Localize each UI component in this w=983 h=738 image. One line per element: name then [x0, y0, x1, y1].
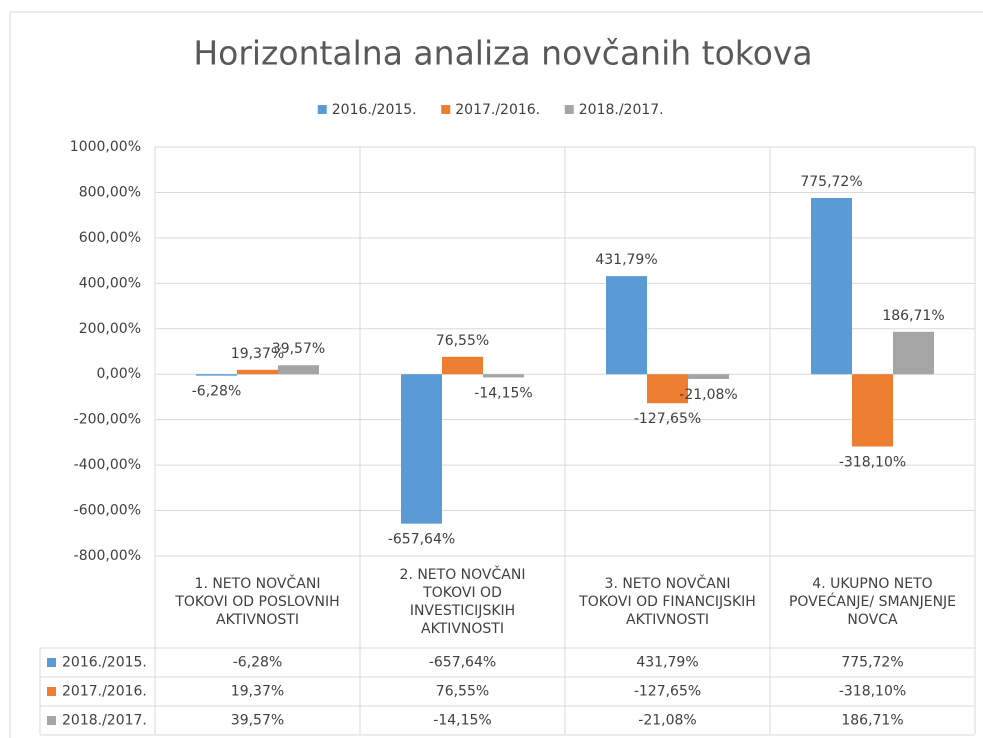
- bar: [483, 374, 524, 378]
- legend-label: 2018./2017.: [579, 102, 664, 118]
- data-label: 186,71%: [882, 308, 944, 324]
- category-label: 4. UKUPNO NETO POVEĆANJE/ SMANJENJE NOVC…: [788, 576, 957, 628]
- data-label: -14,15%: [474, 385, 532, 401]
- data-label: -6,28%: [192, 384, 242, 400]
- bar: [893, 331, 934, 375]
- table-row-label: 2018./2017.: [62, 713, 147, 729]
- table-cell: 19,37%: [231, 684, 284, 700]
- legend-swatch: [317, 105, 327, 114]
- table-cell: 775,72%: [841, 655, 903, 671]
- y-tick-label: 400,00%: [79, 275, 141, 291]
- table-cell: -318,10%: [839, 684, 906, 700]
- legend-swatch: [564, 105, 574, 114]
- category-label: 1. NETO NOVČANI TOKOVI OD POSLOVNIH AKTI…: [175, 576, 340, 628]
- table-cell: -14,15%: [433, 713, 491, 729]
- bar: [606, 276, 647, 375]
- chart-title: Horizontalna analiza novčanih tokova: [193, 34, 812, 73]
- table-legend-swatch: [47, 687, 56, 696]
- legend-label: 2017./2016.: [455, 102, 540, 118]
- bar: [401, 374, 442, 524]
- table-cell: -657,64%: [429, 655, 496, 671]
- table-row-label: 2017./2016.: [62, 684, 147, 700]
- y-tick-label: 200,00%: [79, 321, 141, 337]
- legend-swatch: [441, 105, 451, 114]
- data-label: 431,79%: [595, 252, 657, 268]
- data-label: -657,64%: [388, 532, 455, 548]
- table-cell: 76,55%: [436, 684, 489, 700]
- bar: [688, 374, 729, 380]
- table-cell: -6,28%: [233, 655, 283, 671]
- bar: [196, 374, 237, 376]
- category-label: 2. NETO NOVČANI TOKOVI OD INVESTICIJSKIH…: [399, 567, 526, 637]
- y-tick-label: -800,00%: [74, 548, 141, 564]
- y-tick-label: 600,00%: [79, 230, 141, 246]
- bar: [442, 356, 483, 375]
- y-tick-label: 800,00%: [79, 184, 141, 200]
- bar: [237, 369, 278, 375]
- y-tick-label: -200,00%: [74, 412, 141, 428]
- legend-label: 2016./2015.: [332, 102, 417, 118]
- table-legend-swatch: [47, 716, 56, 725]
- data-label: 39,57%: [272, 341, 325, 357]
- bar: [852, 374, 893, 447]
- chart-border: [9, 11, 983, 738]
- bar: [811, 197, 852, 375]
- table-cell: -21,08%: [638, 713, 696, 729]
- category-label: 3. NETO NOVČANI TOKOVI OD FINANCIJSKIH A…: [579, 576, 756, 628]
- y-tick-label: 1000,00%: [70, 139, 141, 155]
- y-tick-label: -600,00%: [74, 503, 141, 519]
- data-label: 76,55%: [436, 333, 489, 349]
- data-label: -318,10%: [839, 455, 906, 471]
- bar: [278, 365, 319, 375]
- data-label: -127,65%: [634, 411, 701, 427]
- data-label: 775,72%: [800, 174, 862, 190]
- y-tick-label: 0,00%: [97, 366, 141, 382]
- table-row-label: 2016./2015.: [62, 655, 147, 671]
- data-label: -21,08%: [679, 387, 737, 403]
- table-cell: -127,65%: [634, 684, 701, 700]
- table-cell: 186,71%: [841, 713, 903, 729]
- table-cell: 431,79%: [636, 655, 698, 671]
- y-tick-label: -400,00%: [74, 457, 141, 473]
- table-cell: 39,57%: [231, 713, 284, 729]
- table-legend-swatch: [47, 658, 56, 667]
- bar: [647, 374, 688, 404]
- data-label: 19,37%: [231, 346, 284, 362]
